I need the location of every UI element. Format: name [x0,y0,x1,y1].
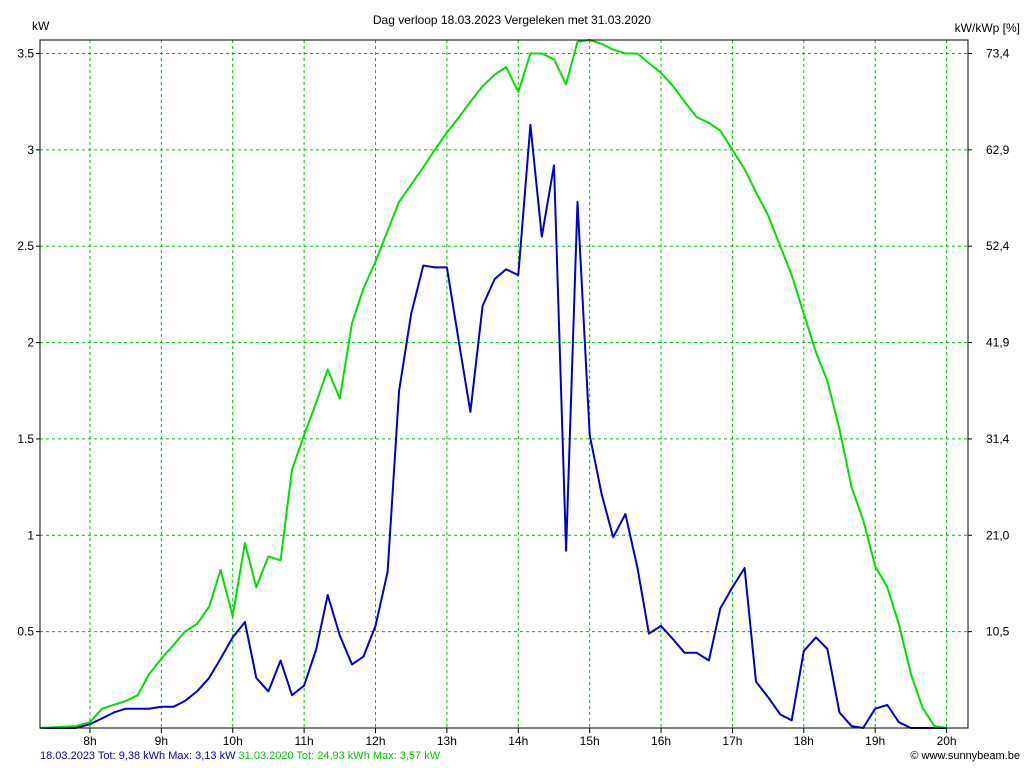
y-axis-unit-right: kW/kWp [%] [955,21,1020,35]
x-tick-label: 17h [722,734,742,748]
grid-lines [40,40,968,728]
footer-summary: 18.03.2023 Tot: 9,38 kWh Max: 3,13 kW 31… [40,750,440,762]
y-tick-label-left: 2 [27,336,34,350]
footer-blue-summary: 18.03.2023 Tot: 9,38 kWh Max: 3,13 kW [40,750,236,762]
axes [36,39,972,733]
y-tick-label-right: 73,4 [986,46,1010,60]
x-tick-label: 12h [365,734,385,748]
x-tick-label: 18h [794,734,814,748]
y-axis-unit-left: kW [32,19,50,33]
y-tick-label-right: 41,9 [986,336,1010,350]
footer-green-summary: 31.03.2020 Tot: 24,93 kWh Max: 3,57 kW [235,750,441,762]
plot-border [39,39,969,729]
x-tick-label: 10h [223,734,243,748]
y-tick-label-right: 52,4 [986,239,1010,253]
y-tick-label-right: 10,5 [986,625,1010,639]
footer-credit: © www.sunnybeam.be [910,750,1020,762]
y-tick-label-left: 1.5 [17,432,34,446]
x-tick-label: 16h [651,734,671,748]
x-tick-label: 19h [865,734,885,748]
y-tick-label-right: 62,9 [986,143,1010,157]
x-tick-label: 11h [295,734,314,748]
y-tick-label-right: 31,4 [986,432,1010,446]
tick-labels: 8h 9h 10h 11h 12h 13h 14h 15h 16h 17h 18h 19h 20h 0.5… [17,46,1009,748]
x-tick-label: 14h [508,734,528,748]
series-group [39,39,947,729]
x-tick-label: 13h [437,734,457,748]
series-line-green [39,39,947,729]
x-tick-label: 8h [83,734,96,748]
x-tick-label: 9h [155,734,168,748]
x-tick-label: 15h [580,734,600,748]
y-tick-label-left: 3.5 [17,46,34,60]
series-line-blue [40,123,947,729]
x-tick-label: 20h [937,734,957,748]
y-tick-label-left: 3 [27,143,34,157]
y-tick-label-left: 0.5 [17,625,34,639]
chart-title: Dag verloop 18.03.2023 Vergeleken met 31… [373,13,652,27]
y-tick-label-left: 2.5 [17,239,34,253]
y-tick-label-left: 1 [27,528,34,542]
y-tick-label-right: 21,0 [986,528,1010,542]
